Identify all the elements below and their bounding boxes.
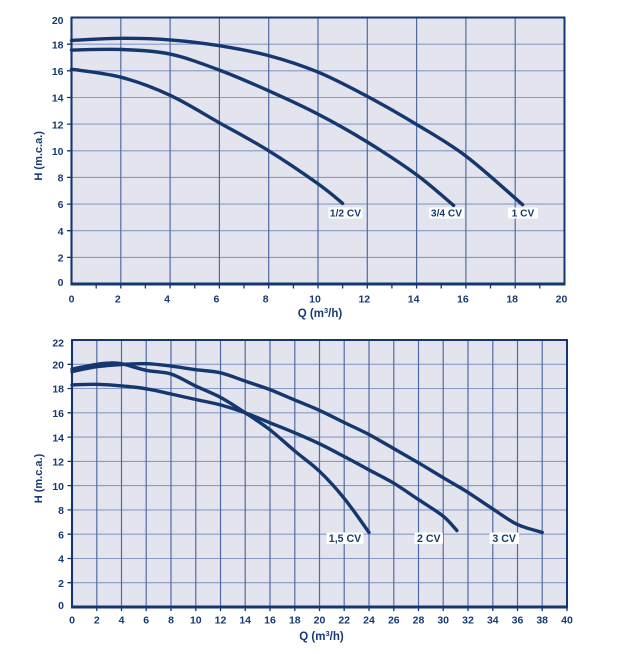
svg-text:2: 2 (58, 253, 64, 265)
svg-text:2: 2 (94, 615, 100, 627)
svg-text:8: 8 (263, 294, 269, 306)
svg-text:20: 20 (52, 15, 64, 27)
svg-text:16: 16 (264, 615, 276, 627)
svg-text:2: 2 (115, 294, 121, 306)
svg-text:6: 6 (213, 294, 219, 306)
svg-text:1 CV: 1 CV (512, 208, 535, 219)
svg-text:30: 30 (437, 615, 449, 627)
svg-text:2: 2 (58, 578, 64, 590)
svg-text:6: 6 (143, 615, 149, 627)
svg-text:14: 14 (52, 432, 64, 444)
svg-text:4: 4 (58, 226, 64, 238)
svg-text:2 CV: 2 CV (417, 533, 441, 545)
svg-text:18: 18 (506, 294, 518, 306)
svg-text:Q (m3/h): Q (m3/h) (299, 629, 344, 643)
svg-text:20: 20 (314, 615, 326, 627)
svg-text:1/2 CV: 1/2 CV (330, 208, 361, 219)
svg-text:22: 22 (52, 338, 64, 350)
svg-text:4: 4 (164, 294, 170, 306)
svg-text:3 CV: 3 CV (492, 533, 516, 545)
svg-text:24: 24 (363, 615, 375, 627)
svg-text:Q (m3/h): Q (m3/h) (298, 306, 343, 320)
svg-text:0: 0 (69, 615, 75, 627)
svg-text:6: 6 (58, 529, 64, 541)
svg-text:0: 0 (69, 294, 75, 306)
svg-text:H (m.c.a.): H (m.c.a.) (33, 131, 45, 181)
svg-text:8: 8 (58, 173, 64, 185)
svg-text:26: 26 (388, 615, 400, 627)
svg-text:8: 8 (168, 615, 174, 627)
svg-text:34: 34 (487, 615, 499, 627)
svg-text:18: 18 (52, 384, 64, 396)
svg-text:10: 10 (309, 294, 321, 306)
svg-text:16: 16 (457, 294, 469, 306)
svg-text:12: 12 (52, 119, 64, 131)
svg-text:14: 14 (52, 93, 64, 105)
svg-text:16: 16 (52, 408, 64, 420)
svg-text:20: 20 (556, 294, 568, 306)
svg-text:14: 14 (408, 294, 420, 306)
svg-text:28: 28 (413, 615, 425, 627)
svg-text:12: 12 (215, 615, 227, 627)
svg-text:36: 36 (512, 615, 524, 627)
svg-text:32: 32 (462, 615, 474, 627)
svg-text:38: 38 (536, 615, 548, 627)
svg-text:10: 10 (52, 146, 64, 158)
svg-text:1,5 CV: 1,5 CV (329, 533, 361, 545)
svg-text:18: 18 (52, 39, 64, 51)
svg-text:40: 40 (561, 615, 573, 627)
svg-text:18: 18 (289, 615, 301, 627)
svg-text:10: 10 (190, 615, 202, 627)
svg-text:0: 0 (58, 277, 64, 289)
svg-text:4: 4 (119, 615, 125, 627)
svg-text:0: 0 (58, 600, 64, 612)
svg-text:4: 4 (58, 554, 64, 566)
svg-text:22: 22 (338, 615, 350, 627)
svg-text:6: 6 (58, 199, 64, 211)
svg-text:3/4 CV: 3/4 CV (431, 208, 462, 219)
svg-text:12: 12 (358, 294, 370, 306)
svg-text:12: 12 (52, 457, 64, 469)
svg-text:14: 14 (239, 615, 251, 627)
svg-text:10: 10 (52, 481, 64, 493)
svg-text:16: 16 (52, 66, 64, 78)
svg-text:20: 20 (52, 360, 64, 372)
svg-text:H (m.c.a.): H (m.c.a.) (33, 453, 45, 503)
svg-text:8: 8 (58, 505, 64, 517)
